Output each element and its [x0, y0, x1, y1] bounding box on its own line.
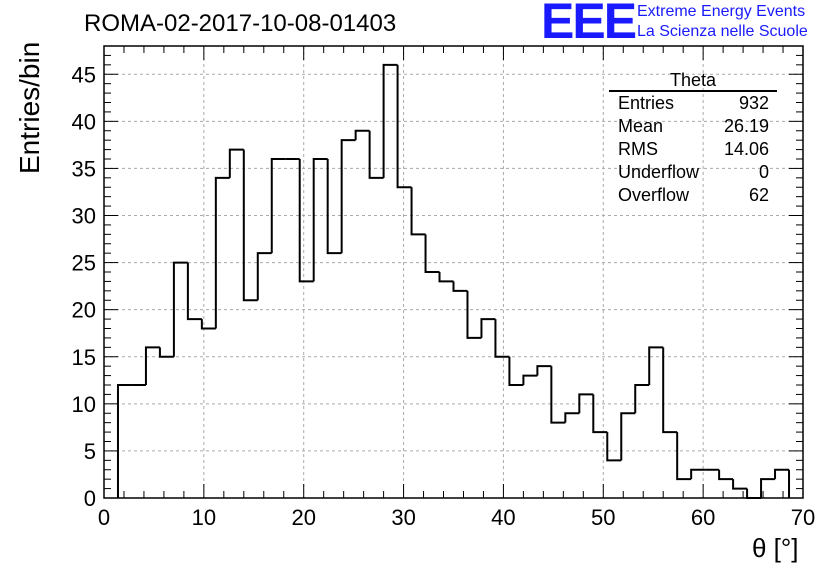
histogram-bin	[480, 318, 496, 338]
x-tick-label: 60	[691, 505, 715, 530]
stats-row-overflow: Overflow 62	[609, 184, 777, 207]
histogram-bin	[298, 159, 314, 283]
histogram-bin	[270, 158, 286, 254]
stats-label: Overflow	[618, 185, 690, 205]
stats-row-rms: RMS 14.06	[609, 138, 777, 161]
histogram-bin	[158, 347, 174, 358]
histogram-bin	[256, 252, 272, 301]
y-tick-label: 35	[72, 156, 96, 181]
y-tick-label: 20	[72, 298, 96, 323]
chart-title: ROMA-02-2017-10-08-01403	[84, 10, 397, 37]
x-tick-label: 40	[491, 505, 515, 530]
stats-box: Theta Entries 932 Mean 26.19 RMS 14.06 U…	[609, 70, 777, 207]
stats-row-mean: Mean 26.19	[609, 115, 777, 138]
histogram-bin	[452, 281, 468, 292]
x-tick-label: 70	[791, 505, 815, 530]
histogram-bin	[634, 384, 650, 414]
stats-value: 932	[738, 93, 769, 113]
histogram-bin	[424, 234, 440, 273]
histogram-bin	[774, 468, 790, 480]
histogram-bin	[508, 356, 524, 386]
histogram-bin	[382, 63, 398, 178]
stats-label: Entries	[618, 93, 675, 113]
y-tick-label: 5	[84, 439, 96, 464]
stats-row-entries: Entries 932	[609, 92, 777, 115]
histogram-bin	[494, 319, 510, 358]
stats-value: 26.19	[723, 116, 769, 136]
y-axis-label: Entries/bin	[14, 41, 45, 174]
x-tick-label: 50	[591, 505, 615, 530]
histogram-bin	[144, 346, 160, 385]
histogram-bin	[186, 262, 202, 321]
histogram-bin	[592, 394, 608, 434]
histogram-bin	[676, 432, 692, 481]
histogram-bin	[578, 393, 594, 414]
histogram-bin	[522, 374, 538, 385]
histogram-bin	[214, 176, 230, 329]
y-tick-label: 15	[72, 345, 96, 370]
stats-label: Underflow	[618, 162, 700, 182]
stats-value: 62	[748, 185, 769, 205]
x-tick-label: 20	[291, 505, 315, 530]
histogram-bin	[536, 365, 552, 376]
histogram-bin	[116, 384, 132, 498]
logo-caption-line2: La Scienza nelle Scuole	[637, 23, 808, 40]
x-tick-label: 30	[391, 505, 415, 530]
y-tick-label: 40	[72, 109, 96, 134]
histogram-bin	[718, 469, 734, 481]
histogram-bin	[550, 366, 566, 424]
logo-caption-line1: Extreme Energy Events	[637, 3, 806, 20]
histogram-bin	[662, 347, 678, 434]
eee-logo: EEE	[541, 0, 637, 49]
stats-title: Theta	[609, 70, 777, 92]
y-tick-label: 0	[84, 486, 96, 511]
histogram-bin	[340, 139, 356, 254]
histogram-bin	[410, 187, 426, 236]
histogram-bin	[648, 346, 664, 385]
histogram-bin	[396, 64, 412, 189]
histogram-bin	[228, 148, 244, 178]
stats-label: RMS	[618, 139, 658, 159]
stats-value: 14.06	[723, 139, 769, 159]
histogram-bin	[746, 488, 762, 499]
y-tick-label: 30	[72, 204, 96, 229]
histogram-bin	[732, 479, 748, 490]
stats-label: Mean	[618, 116, 664, 136]
histogram-bin	[564, 412, 580, 423]
x-axis-label: θ [°]	[752, 533, 799, 563]
stats-value: 0	[758, 162, 769, 182]
x-tick-label: 10	[192, 505, 216, 530]
y-tick-label: 45	[72, 62, 96, 87]
histogram-bin	[242, 149, 258, 302]
histogram-bin	[354, 129, 370, 141]
y-tick-label: 25	[72, 251, 96, 276]
y-tick-label: 10	[72, 392, 96, 417]
histogram-bin	[438, 272, 454, 283]
histogram-bin	[620, 412, 636, 461]
histogram-bin	[466, 290, 482, 339]
histogram-bin	[312, 158, 328, 282]
x-tick-label: 0	[98, 505, 110, 530]
histogram-bin	[760, 478, 776, 498]
histogram-bin	[172, 261, 188, 357]
histogram-bin	[690, 468, 706, 480]
histogram-bin	[368, 130, 384, 179]
histogram-bin	[200, 319, 216, 330]
histogram-bin	[606, 432, 622, 462]
histogram-bin	[326, 159, 342, 255]
stats-row-underflow: Underflow 0	[609, 161, 777, 184]
